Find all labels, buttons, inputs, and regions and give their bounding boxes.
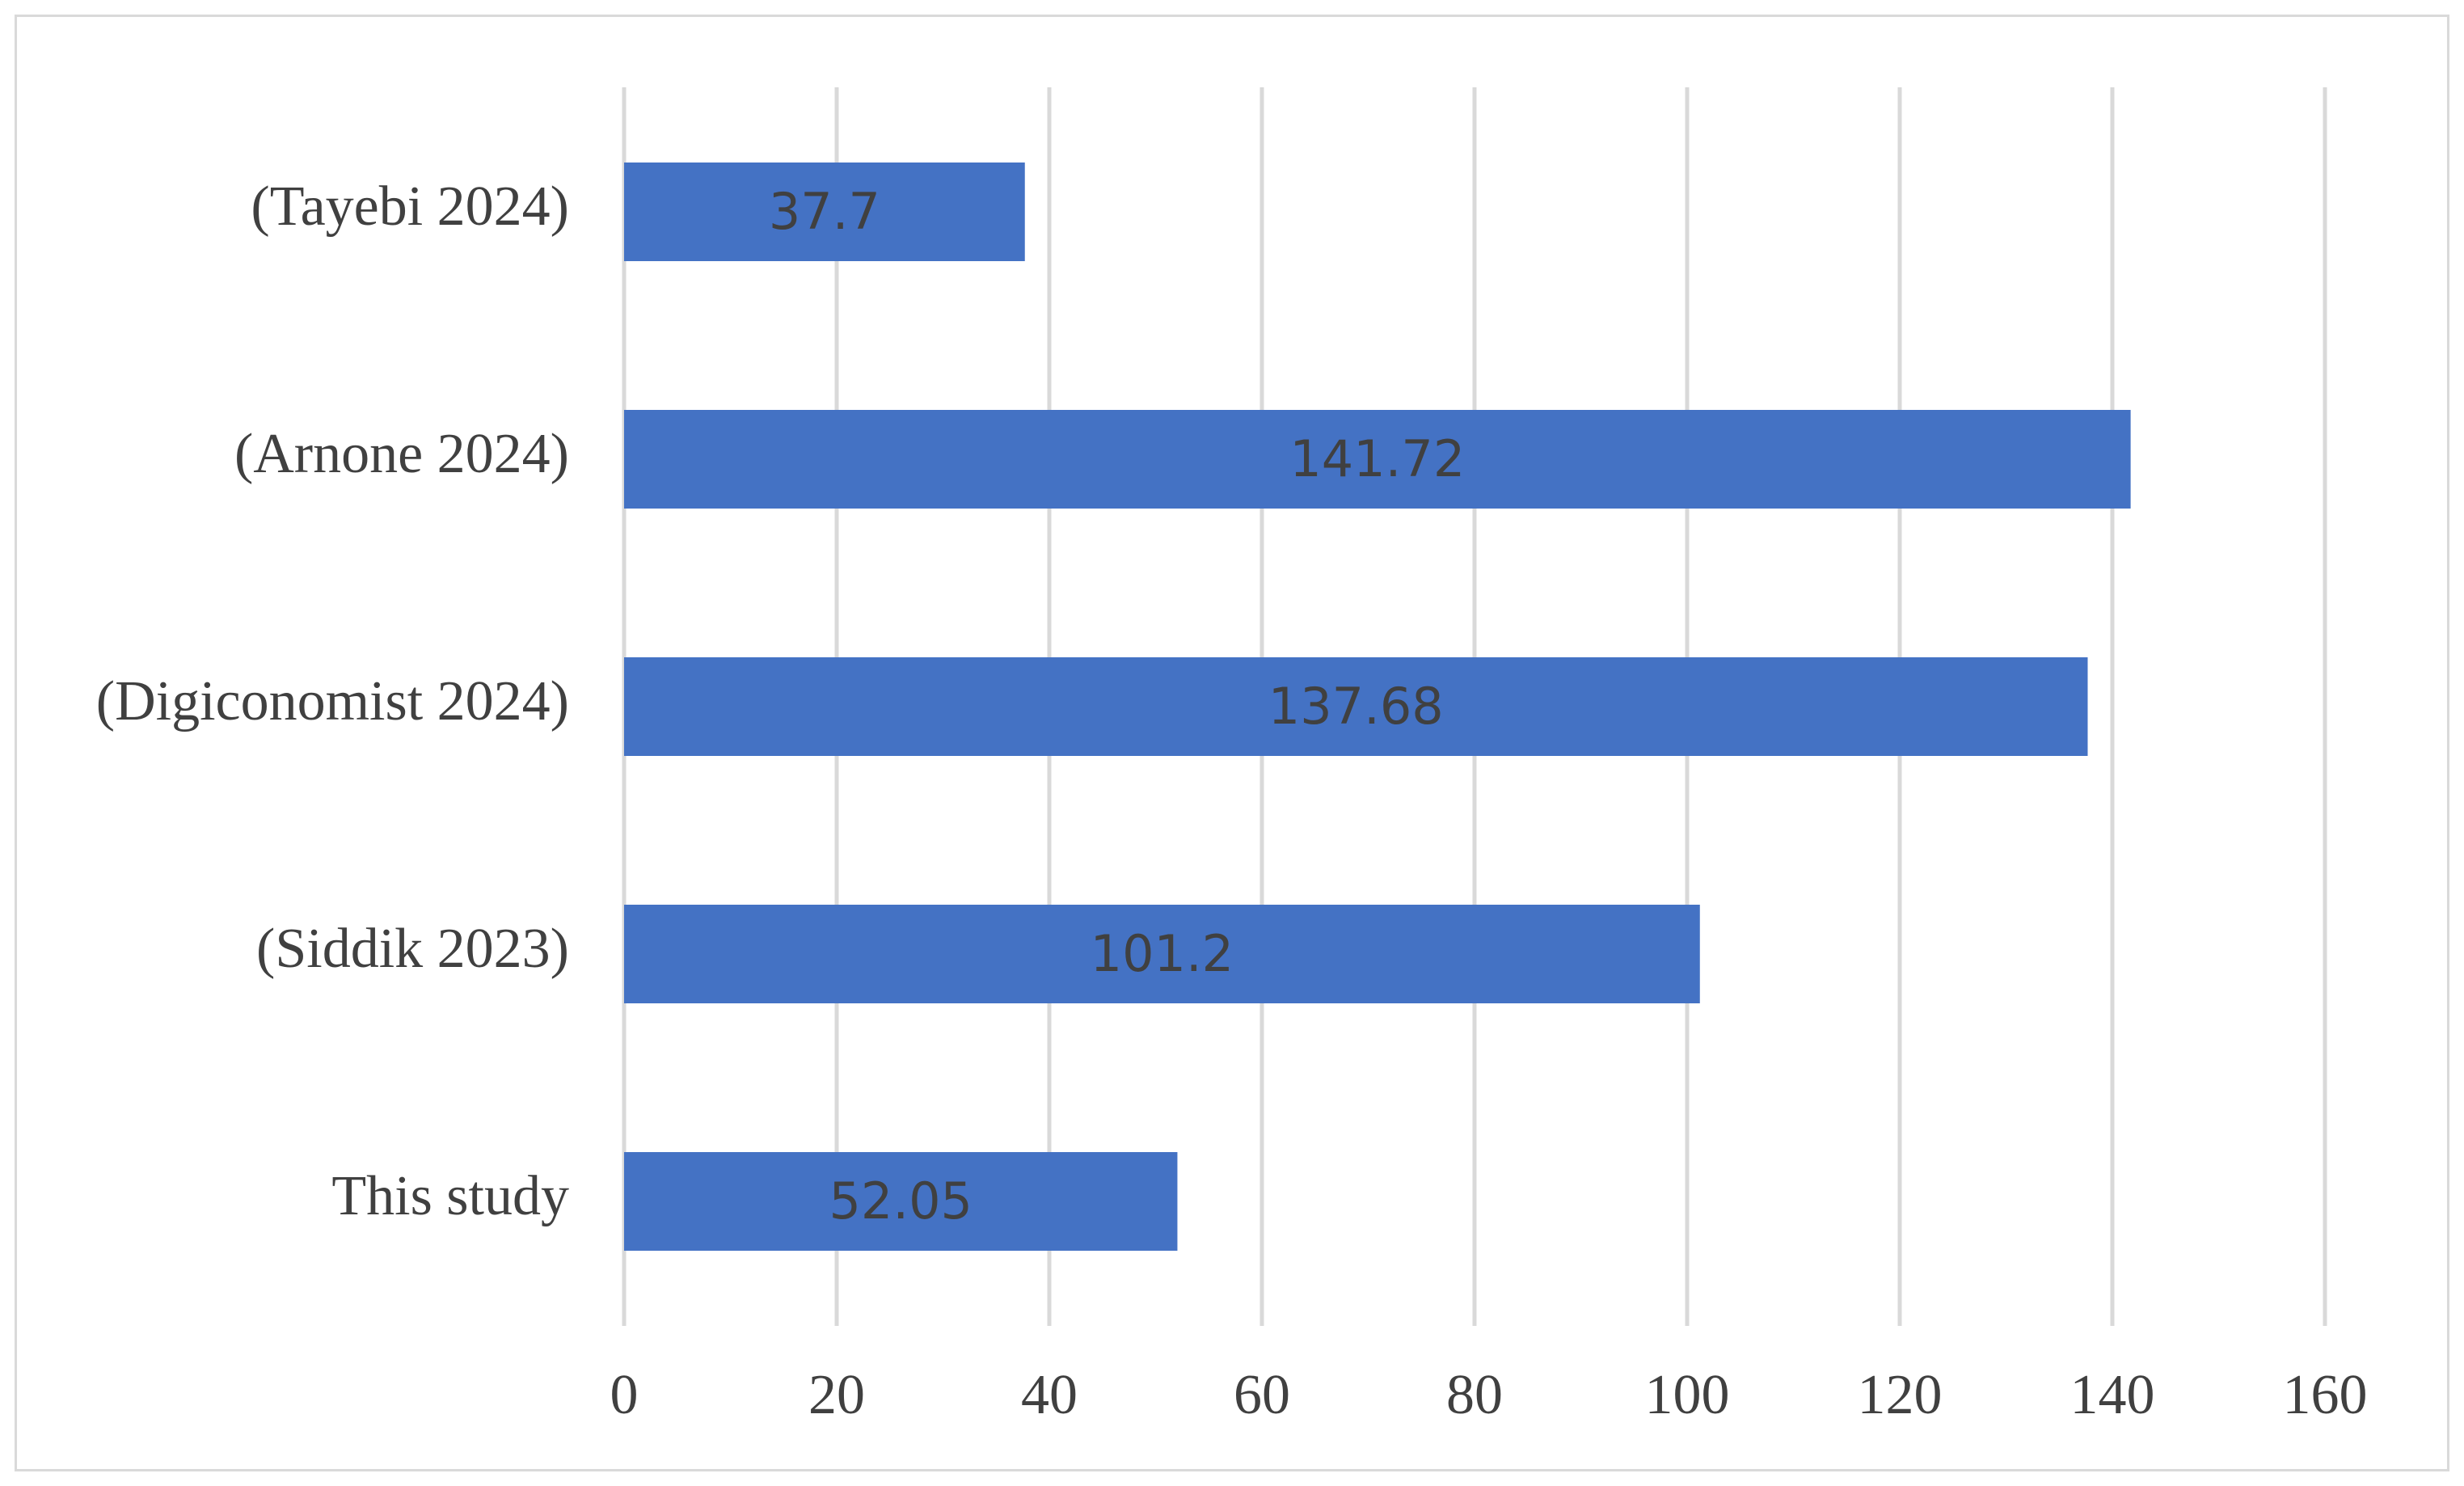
bar-3 [624,657,2088,756]
category-labels: (Tayebi 2024) (Arnone 2024) (Digiconomist … [96,175,569,1227]
bar-5 [624,1152,1178,1251]
x-tick-label-100: 100 [1645,1364,1730,1426]
data-label-1: 37.7 [769,182,880,241]
x-tick-label-120: 120 [1858,1364,1943,1426]
data-labels: 37.7 141.72 137.68 101.2 52.05 [769,182,1465,1231]
x-tick-label-60: 60 [1234,1364,1290,1426]
category-label-2: (Arnone 2024) [234,423,569,485]
data-label-2: 141.72 [1289,429,1465,488]
category-label-4: (Siddik 2023) [256,918,569,980]
data-label-3: 137.68 [1268,677,1444,736]
bar-4 [624,905,1700,1003]
category-label-3: (Digiconomist 2024) [96,670,569,732]
x-axis-tick-labels: 0 20 40 60 80 100 120 140 160 [610,1364,2368,1426]
bar-2 [624,410,2131,509]
x-tick-label-40: 40 [1021,1364,1078,1426]
data-label-4: 101.2 [1091,924,1234,983]
category-label-5: This study [331,1165,569,1227]
x-tick-label-0: 0 [610,1364,639,1426]
x-tick-label-20: 20 [808,1364,865,1426]
x-tick-label-160: 160 [2283,1364,2368,1426]
x-tick-label-80: 80 [1446,1364,1503,1426]
data-label-5: 52.05 [829,1171,973,1231]
bar-1 [624,163,1025,261]
x-tick-label-140: 140 [2070,1364,2155,1426]
category-label-1: (Tayebi 2024) [251,175,569,238]
bars [624,163,2131,1251]
